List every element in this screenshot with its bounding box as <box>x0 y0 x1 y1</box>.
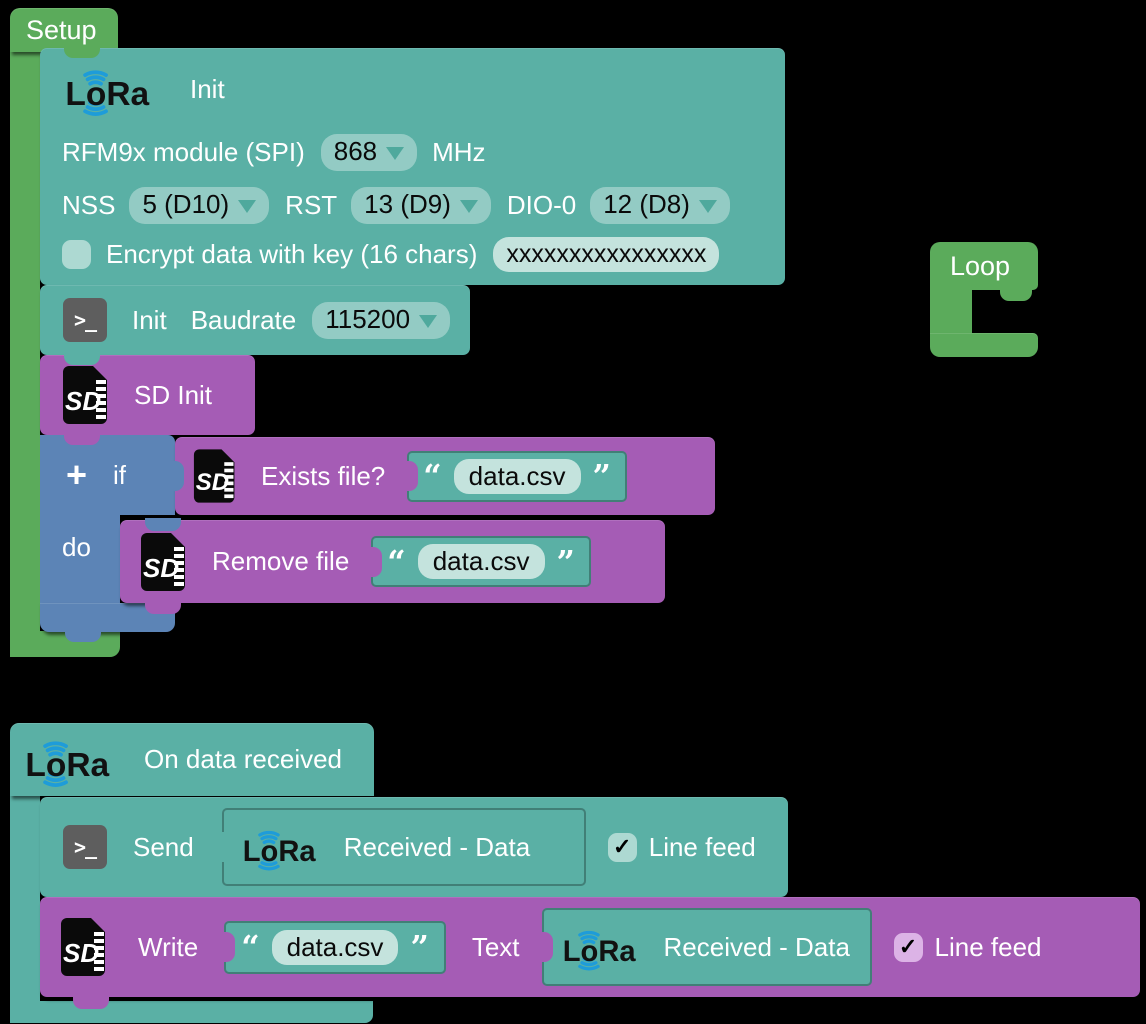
sd-init-block[interactable]: SD SD Init <box>40 355 255 435</box>
ondata-left-column[interactable] <box>10 790 40 1023</box>
terminal-icon: >_ <box>63 298 107 342</box>
close-quote-icon: ” <box>410 928 429 966</box>
svg-text:SD: SD <box>196 469 229 496</box>
sd-remove-file-block[interactable]: SD Remove file “ data.csv ” <box>120 518 665 614</box>
string-input[interactable]: data.csv <box>417 544 545 579</box>
sd-write-block[interactable]: SD Write “ data.csv ” Text LoRa Received… <box>40 897 1140 1009</box>
encrypt-label: Encrypt data with key (16 chars) <box>106 239 478 269</box>
chevron-down-icon <box>698 200 717 213</box>
string-input[interactable]: data.csv <box>271 929 399 965</box>
sd-card-icon: SD <box>61 918 105 976</box>
svg-text:SD: SD <box>63 938 99 968</box>
string-block[interactable]: “ data.csv ” <box>407 450 627 502</box>
statement-connector <box>64 352 100 365</box>
serial-init-label: Init <box>132 304 167 335</box>
statement-connector <box>64 432 100 445</box>
sd-exists-file-block[interactable]: SD Exists file? “ data.csv ” <box>175 437 715 515</box>
nss-dropdown[interactable]: 5 (D10) <box>129 187 270 224</box>
setup-left-column[interactable] <box>10 44 40 657</box>
string-block[interactable]: “ data.csv ” <box>224 920 446 974</box>
sd-card-icon: SD <box>63 366 107 424</box>
lora-logo-icon: LoRa <box>562 930 636 971</box>
svg-text:SD: SD <box>65 386 101 416</box>
rst-dropdown[interactable]: 13 (D9) <box>351 187 491 224</box>
chevron-down-icon <box>459 200 478 213</box>
do-label: do <box>62 532 91 562</box>
lora-logo-icon: LoRa <box>25 740 110 787</box>
mutator-plus-icon[interactable]: + <box>66 454 88 495</box>
loop-inner-connector <box>1000 288 1032 301</box>
send-label: Send <box>133 831 194 862</box>
svg-text:LoRa: LoRa <box>242 836 316 868</box>
svg-text:LoRa: LoRa <box>25 746 109 783</box>
remove-file-label: Remove file <box>212 546 350 576</box>
frequency-dropdown[interactable]: 868 <box>320 134 418 171</box>
exists-file-label: Exists file? <box>261 460 386 491</box>
linefeed-checkbox[interactable]: ✓ <box>607 832 637 862</box>
serial-send-block[interactable]: >_ Send LoRa Received - Data ✓ Line feed <box>40 797 788 897</box>
nss-label: NSS <box>62 190 116 220</box>
if-label: if <box>113 459 127 490</box>
ondata-bottom-bar[interactable] <box>10 1001 373 1023</box>
received-data-label: Received - Data <box>663 931 850 962</box>
baudrate-label: Baudrate <box>190 304 297 335</box>
svg-text:LoRa: LoRa <box>562 936 636 968</box>
linefeed-label: Line feed <box>648 831 756 862</box>
statement-connector <box>145 518 181 531</box>
statement-connector <box>64 45 100 58</box>
lora-logo-icon: LoRa <box>65 70 150 116</box>
lora-received-data-block[interactable]: LoRa Received - Data <box>541 908 872 986</box>
setup-hat-block[interactable]: Setup <box>10 8 118 52</box>
baudrate-dropdown[interactable]: 115200 <box>312 301 451 339</box>
sd-card-icon: SD <box>141 532 185 591</box>
string-input[interactable]: data.csv <box>453 458 581 494</box>
setup-label: Setup <box>26 14 97 45</box>
chevron-down-icon <box>419 314 438 328</box>
received-data-label: Received - Data <box>343 831 531 862</box>
loop-header[interactable]: Loop <box>930 242 1038 290</box>
loop-label: Loop <box>950 250 1011 281</box>
close-quote-icon: ” <box>556 542 575 581</box>
statement-connector <box>73 995 109 1009</box>
lora-init-title: Init <box>190 73 225 104</box>
open-quote-icon: “ <box>387 542 406 581</box>
sd-init-label: SD Init <box>134 379 213 410</box>
if-bottom-connector <box>65 629 101 642</box>
text-label: Text <box>471 931 520 962</box>
on-data-received-label: On data received <box>144 744 343 774</box>
rst-label: RST <box>285 190 338 220</box>
dio-dropdown[interactable]: 12 (D8) <box>590 187 730 224</box>
dio-label: DIO-0 <box>506 190 577 220</box>
if-header[interactable]: + if <box>40 435 175 515</box>
close-quote-icon: ” <box>592 457 611 495</box>
lora-on-data-received-block[interactable]: LoRa On data received <box>10 723 374 796</box>
statement-connector <box>145 601 181 614</box>
open-quote-icon: “ <box>241 928 260 966</box>
loop-bottom-bar[interactable] <box>930 333 1038 357</box>
linefeed-label: Line feed <box>934 931 1042 962</box>
encrypt-checkbox[interactable] <box>62 240 91 269</box>
terminal-icon: >_ <box>63 825 107 869</box>
sd-card-icon: SD <box>193 449 235 503</box>
lora-init-block[interactable]: LoRa Init RFM9x module (SPI) 868 MHz NSS… <box>40 48 785 285</box>
encrypt-key-input[interactable]: xxxxxxxxxxxxxxxx <box>493 237 720 272</box>
serial-init-block[interactable]: >_ Init Baudrate 115200 <box>40 285 470 355</box>
write-label: Write <box>138 931 199 962</box>
chevron-down-icon <box>386 147 405 160</box>
svg-text:LoRa: LoRa <box>65 76 149 113</box>
svg-text:SD: SD <box>143 553 179 583</box>
mhz-label: MHz <box>432 137 486 167</box>
lora-received-data-block[interactable]: LoRa Received - Data <box>221 808 586 886</box>
string-block[interactable]: “ data.csv ” <box>371 536 591 587</box>
lora-logo-icon: LoRa <box>242 830 316 871</box>
linefeed-checkbox[interactable]: ✓ <box>893 932 923 962</box>
module-label: RFM9x module (SPI) <box>62 137 305 167</box>
chevron-down-icon <box>238 200 257 213</box>
open-quote-icon: “ <box>423 457 442 495</box>
